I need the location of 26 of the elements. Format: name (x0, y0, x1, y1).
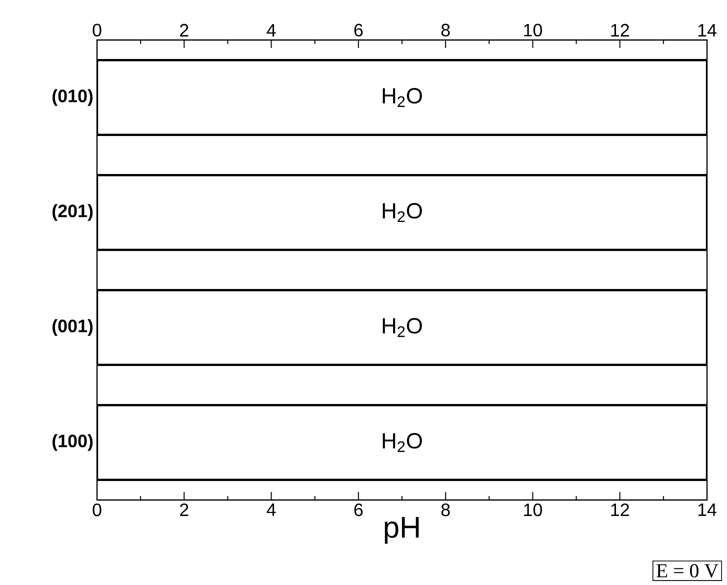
x2-tick-label: 2 (180, 24, 188, 36)
x-tick-label: 0 (92, 504, 102, 516)
x-axis-title: pH (384, 517, 419, 544)
x2-tick-label: 10 (524, 24, 542, 36)
x-tick-label: 2 (180, 504, 188, 516)
y-tick-label: (100) (52, 434, 93, 451)
x2-tick-label: 0 (92, 24, 102, 36)
x2-tick-label: 6 (354, 24, 363, 36)
y-tick-label: (001) (52, 319, 93, 336)
annotation: H$_{2}$O (382, 88, 422, 107)
x2-tick-label: 8 (441, 24, 450, 36)
x-tick-label: 6 (354, 504, 363, 516)
x-tick-label: 12 (611, 504, 629, 516)
annotation: H$_{2}$O (382, 318, 422, 337)
x-tick-label: 8 (441, 504, 450, 516)
y-tick-label: (010) (52, 89, 93, 106)
x-tick-label: 4 (266, 504, 276, 516)
x2-tick-label: 14 (698, 24, 716, 36)
x2-tick-label: 12 (611, 24, 629, 36)
x-tick-label: 10 (524, 504, 542, 516)
annotation: H$_{2}$O (382, 203, 422, 222)
y-tick-label: (201) (52, 204, 93, 221)
x-tick-label: 14 (698, 504, 716, 516)
annotation: H$_{2}$O (382, 433, 422, 452)
x2-tick-label: 4 (266, 24, 276, 36)
text: E = 0 V (656, 564, 718, 578)
